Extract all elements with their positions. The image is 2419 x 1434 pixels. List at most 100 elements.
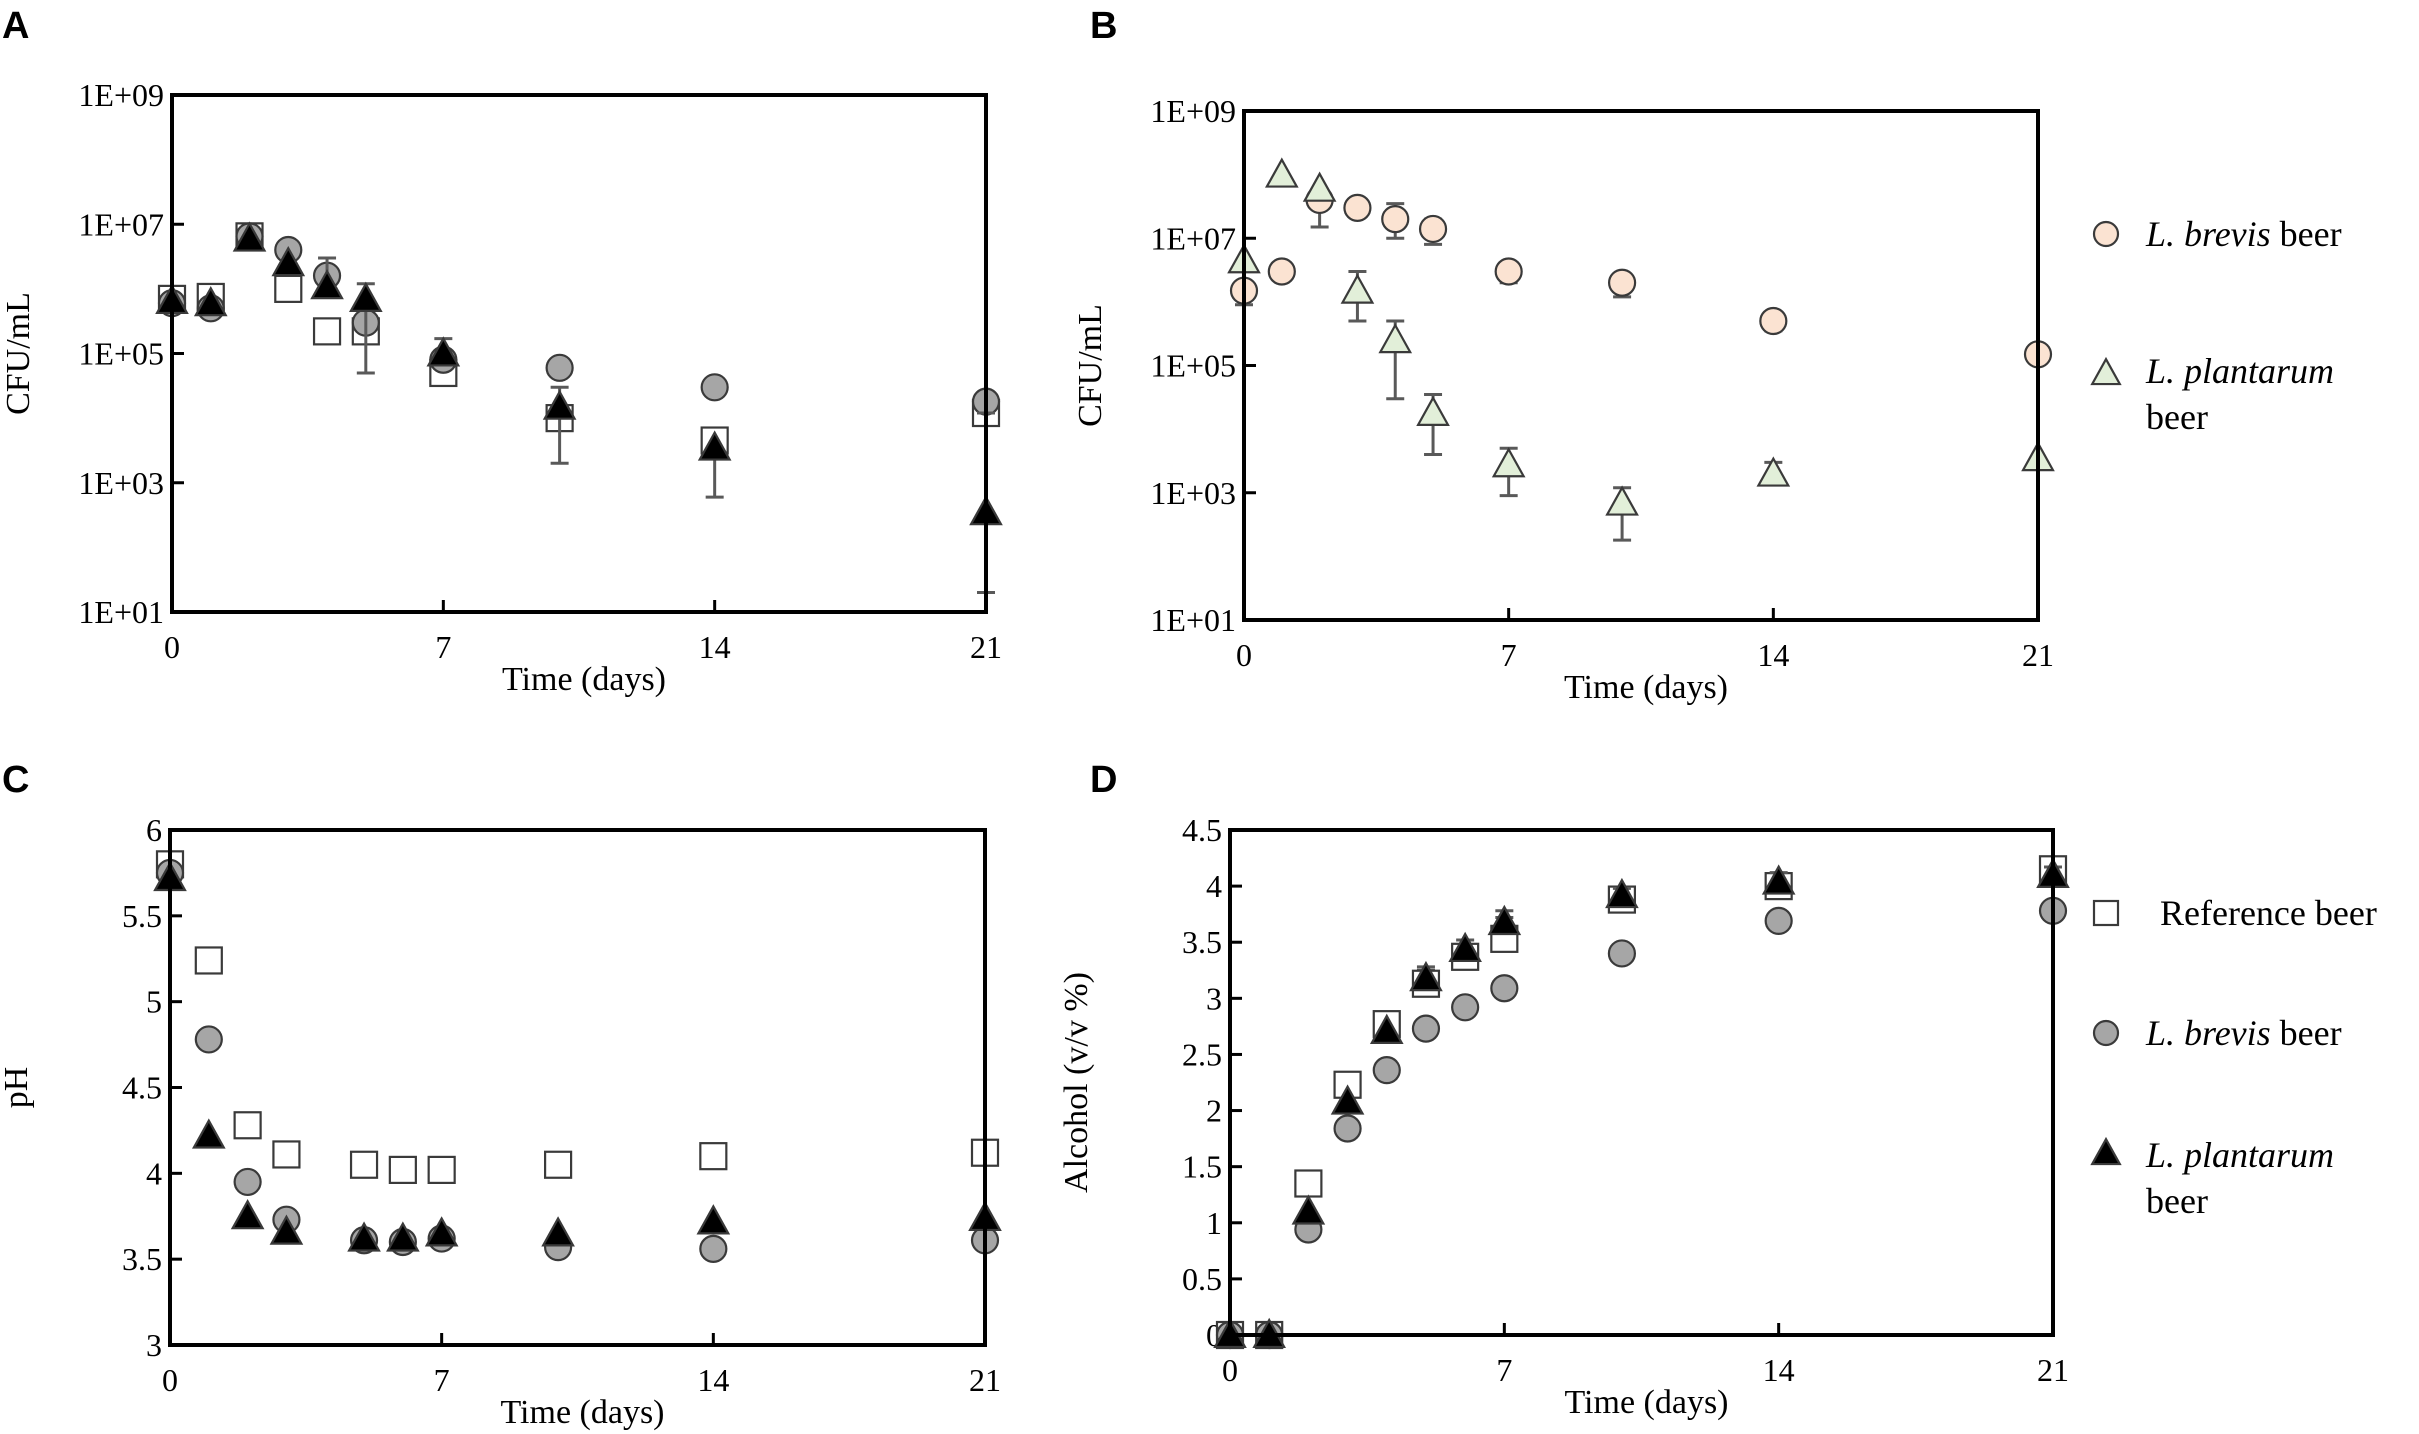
data-point — [1372, 1056, 1401, 1085]
x-tick-label: 21 — [2022, 637, 2054, 673]
data-point — [193, 285, 228, 317]
x-tick-label: 14 — [699, 629, 731, 665]
series-circle — [1229, 185, 2053, 369]
data-point — [1411, 1014, 1441, 1043]
x-tick-label: 7 — [434, 1362, 450, 1398]
y-tick-label: 1E+09 — [1150, 93, 1236, 129]
y-tick-label: 4 — [1206, 868, 1222, 904]
legend-label-rest: beer — [2146, 1181, 2208, 1221]
panel-letter-b: B — [1090, 5, 1117, 47]
x-axis-title: Time (days) — [1564, 1384, 1728, 1421]
data-point — [696, 1204, 731, 1235]
y-tick-label: 1E+01 — [1150, 602, 1236, 638]
legend-label-italic: L. plantarum — [2145, 351, 2334, 391]
data-point — [274, 274, 303, 303]
y-tick-label: 0.5 — [1182, 1261, 1222, 1297]
data-point — [310, 268, 344, 300]
data-point — [194, 1025, 223, 1054]
data-point — [1294, 1169, 1323, 1198]
x-axis-title: Time (days) — [502, 661, 666, 698]
y-tick-label: 3.5 — [1182, 924, 1222, 960]
x-tick-label: 7 — [1501, 637, 1517, 673]
data-point — [542, 389, 577, 420]
legend-marker-triangle — [2090, 1136, 2122, 1166]
data-point — [424, 1216, 459, 1247]
data-point — [1605, 877, 1639, 909]
data-point — [1448, 931, 1482, 963]
x-tick-label: 7 — [1496, 1352, 1512, 1388]
data-point — [1759, 306, 1788, 336]
y-tick-label: 4.5 — [122, 1070, 162, 1106]
x-tick-label: 21 — [970, 629, 1002, 665]
data-point — [541, 1216, 575, 1247]
data-point — [1381, 204, 1410, 234]
data-point — [1761, 864, 1796, 895]
y-tick-label: 1E+05 — [1150, 348, 1236, 384]
y-tick-label: 5 — [146, 984, 162, 1020]
legend-marker-circle — [2092, 1019, 2120, 1047]
data-point — [348, 281, 383, 312]
legend-label-rest: beer — [2146, 397, 2208, 437]
y-tick-label: 1E+01 — [78, 594, 164, 630]
legend-label-rest: beer — [2271, 1013, 2342, 1053]
plot-frame — [168, 828, 987, 1347]
y-tick-label: 1.5 — [1182, 1149, 1222, 1185]
data-point — [1756, 456, 1791, 487]
data-point — [388, 1155, 417, 1185]
x-tick-label: 0 — [164, 629, 180, 665]
data-point — [697, 430, 732, 461]
x-tick-label: 0 — [162, 1362, 178, 1398]
data-point — [349, 1150, 379, 1179]
y-tick-label: 1E+09 — [78, 77, 164, 113]
data-point — [191, 1118, 226, 1149]
legend-label: L. brevis beer — [2145, 1013, 2342, 1053]
data-point — [543, 1150, 573, 1179]
y-tick-label: 3.5 — [122, 1241, 162, 1277]
data-point — [230, 1199, 265, 1230]
y-tick-label: 4 — [146, 1155, 162, 1191]
legend-label-italic: L. brevis — [2145, 1013, 2271, 1053]
series-square — [155, 850, 1000, 1185]
y-axis-title: CFU/mL — [0, 292, 37, 415]
data-point — [426, 336, 461, 367]
y-tick-label: 4.5 — [1182, 812, 1222, 848]
x-tick-label: 14 — [1763, 1352, 1795, 1388]
legend-label: L. plantarum beer — [2145, 351, 2334, 437]
legend-label: L. brevis beer — [2145, 214, 2342, 254]
x-tick-label: 21 — [969, 1362, 1001, 1398]
y-tick-label: 5.5 — [122, 898, 162, 934]
x-tick-label: 7 — [435, 629, 451, 665]
data-point — [1607, 939, 1637, 968]
data-point — [1333, 1114, 1362, 1143]
data-point — [386, 1221, 420, 1252]
data-point — [232, 221, 267, 252]
y-tick-label: 1E+07 — [78, 206, 164, 242]
y-tick-label: 2 — [1206, 1093, 1222, 1129]
panel-a: A 1E+01 1E+03 1E+05 1E+07 1E+09 0 7 14 21 Time (da… — [0, 5, 1003, 698]
data-point — [1343, 193, 1372, 222]
legend-label-rest: beer — [2271, 214, 2342, 254]
data-point — [347, 1221, 381, 1252]
data-point — [699, 1142, 728, 1171]
x-tick-label: 0 — [1236, 637, 1252, 673]
data-point — [1605, 485, 1639, 516]
data-point — [1340, 273, 1375, 304]
x-axis-title: Time (days) — [500, 1394, 664, 1431]
data-point — [194, 946, 223, 975]
legend-marker-square — [2092, 899, 2120, 927]
data-point — [233, 1111, 262, 1140]
data-point — [1487, 904, 1522, 936]
plot-frame — [1242, 109, 2040, 622]
legend-panel-b: L. brevis beer L. plantarum beer — [2090, 214, 2342, 437]
data-point — [700, 373, 729, 402]
series-circle — [155, 858, 1000, 1263]
data-point — [1267, 257, 1296, 286]
plot-frame — [1228, 828, 2055, 1337]
data-point — [271, 245, 306, 277]
series-circle — [1215, 896, 2068, 1350]
legend-label: Reference beer — [2160, 893, 2377, 933]
y-tick-label: 1E+03 — [78, 465, 164, 501]
series-triangle — [1213, 857, 2070, 1349]
data-point — [1418, 214, 1448, 244]
legend-label-italic: L. plantarum — [2145, 1135, 2334, 1175]
